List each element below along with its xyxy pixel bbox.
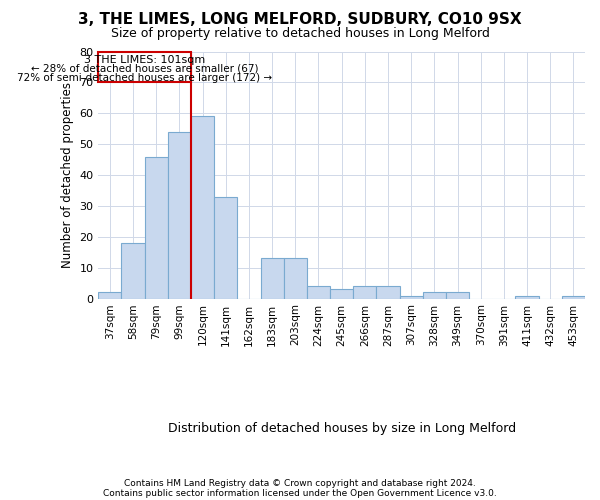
Bar	[98, 292, 121, 298]
Bar	[307, 286, 330, 298]
Bar	[515, 296, 539, 298]
Bar	[446, 292, 469, 298]
Bar	[330, 290, 353, 298]
Text: 3 THE LIMES: 101sqm: 3 THE LIMES: 101sqm	[84, 55, 205, 65]
X-axis label: Distribution of detached houses by size in Long Melford: Distribution of detached houses by size …	[167, 422, 516, 435]
FancyBboxPatch shape	[98, 52, 191, 82]
Bar	[353, 286, 376, 298]
Text: 3, THE LIMES, LONG MELFORD, SUDBURY, CO10 9SX: 3, THE LIMES, LONG MELFORD, SUDBURY, CO1…	[78, 12, 522, 28]
Bar	[376, 286, 400, 298]
Bar	[121, 243, 145, 298]
Text: ← 28% of detached houses are smaller (67): ← 28% of detached houses are smaller (67…	[31, 64, 259, 74]
Bar	[214, 196, 238, 298]
Text: Contains HM Land Registry data © Crown copyright and database right 2024.: Contains HM Land Registry data © Crown c…	[124, 478, 476, 488]
Text: Size of property relative to detached houses in Long Melford: Size of property relative to detached ho…	[110, 28, 490, 40]
Text: 72% of semi-detached houses are larger (172) →: 72% of semi-detached houses are larger (…	[17, 73, 272, 83]
Y-axis label: Number of detached properties: Number of detached properties	[61, 82, 74, 268]
Bar	[145, 156, 168, 298]
Bar	[260, 258, 284, 298]
Bar	[168, 132, 191, 298]
Bar	[191, 116, 214, 298]
Text: Contains public sector information licensed under the Open Government Licence v3: Contains public sector information licen…	[103, 488, 497, 498]
Bar	[423, 292, 446, 298]
Bar	[284, 258, 307, 298]
Bar	[562, 296, 585, 298]
Bar	[400, 296, 423, 298]
